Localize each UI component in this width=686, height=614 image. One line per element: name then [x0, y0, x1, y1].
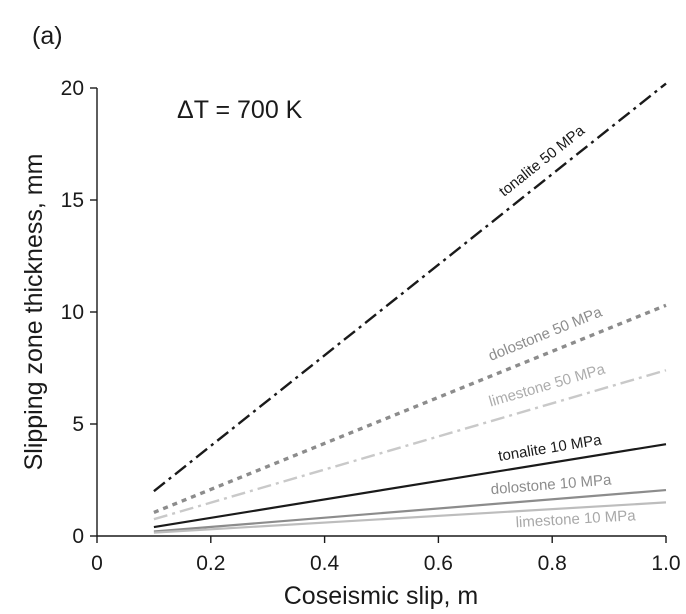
- series-label-tonalite-10-mpa: tonalite 10 MPa: [497, 431, 603, 465]
- series-label-dolostone-10-mpa: dolostone 10 MPa: [490, 471, 613, 498]
- delta-t-annotation: ΔT = 700 K: [177, 96, 303, 124]
- y-tick-label: 15: [61, 189, 84, 212]
- series-line-limestone-50-mpa: [153, 369, 667, 521]
- panel-label: (a): [32, 22, 63, 50]
- y-tick-label: 5: [72, 413, 84, 436]
- y-ticks: 0 5 10 15 20: [61, 77, 97, 548]
- y-axis-title: Slipping zone thickness, mm: [20, 154, 48, 471]
- series-label-limestone-50-mpa: limestone 50 MPa: [487, 360, 608, 410]
- series-line-dolostone-50-mpa: [153, 303, 667, 515]
- series-line-dolostone-10-mpa: [153, 488, 667, 533]
- series-layer: [153, 82, 667, 534]
- y-tick-label: 10: [61, 301, 84, 324]
- x-tick-label: 0.2: [196, 552, 225, 575]
- x-tick-label: 0.4: [310, 552, 340, 575]
- x-axis-title: Coseismic slip, m: [284, 582, 478, 610]
- x-tick-label: 0.6: [424, 552, 453, 575]
- y-tick-label: 0: [72, 525, 84, 548]
- series-line-tonalite-10-mpa: [153, 443, 667, 529]
- series-line-tonalite-50-mpa: [153, 82, 667, 493]
- series-label-tonalite-50-mpa: tonalite 50 MPa: [496, 122, 589, 201]
- x-tick-label: 0: [91, 552, 103, 575]
- y-tick-label: 20: [61, 77, 84, 100]
- series-line-limestone-10-mpa: [153, 501, 667, 534]
- x-ticks: 0 0.2 0.4 0.6 0.8 1.0: [91, 536, 681, 575]
- x-tick-label: 1.0: [651, 552, 680, 575]
- x-tick-label: 0.8: [538, 552, 567, 575]
